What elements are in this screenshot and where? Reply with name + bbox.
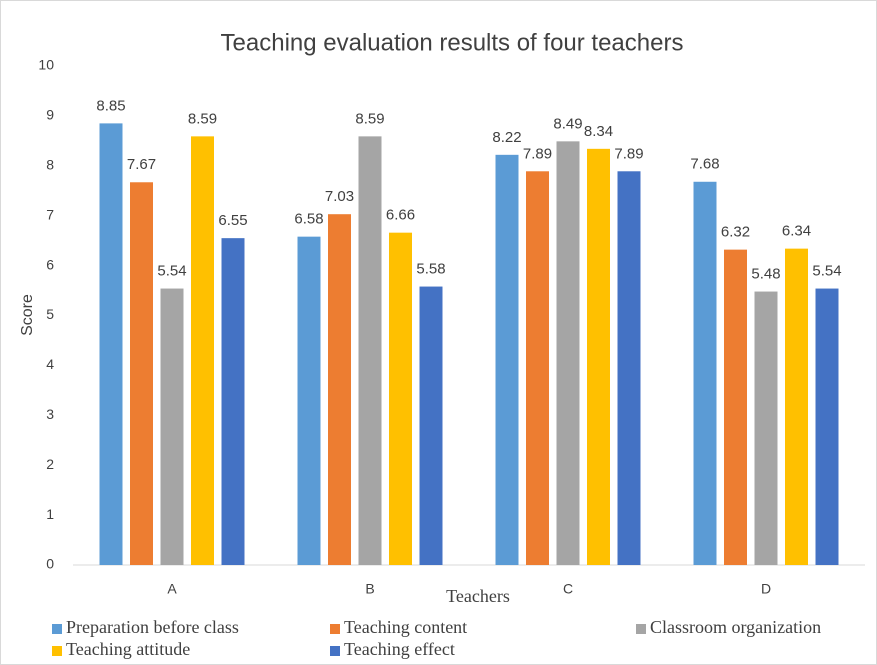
bar xyxy=(587,148,610,566)
y-tick-label: 9 xyxy=(46,107,54,123)
data-label: 7.89 xyxy=(523,145,552,162)
data-label: 5.54 xyxy=(812,263,841,280)
bar xyxy=(556,141,580,565)
legend-swatch xyxy=(636,624,646,634)
bar xyxy=(785,248,808,565)
bar xyxy=(526,171,549,565)
data-label: 7.89 xyxy=(614,145,643,162)
legend-label: Teaching content xyxy=(344,617,467,637)
bar xyxy=(191,136,214,565)
chart-title: Teaching evaluation results of four teac… xyxy=(221,29,684,56)
bar xyxy=(328,214,351,565)
data-label: 8.22 xyxy=(492,129,521,146)
data-label: 5.48 xyxy=(751,266,780,283)
y-tick-label: 4 xyxy=(46,356,54,372)
bar xyxy=(160,288,184,565)
x-axis-label: Teachers xyxy=(446,586,510,606)
legend-swatch xyxy=(52,646,62,656)
legend-swatch xyxy=(330,646,340,656)
legend-label: Classroom organization xyxy=(650,617,821,637)
bar xyxy=(617,171,641,565)
data-label: 7.67 xyxy=(127,156,156,173)
y-tick-label: 7 xyxy=(46,206,54,222)
data-label: 5.54 xyxy=(157,263,186,280)
y-tick-label: 3 xyxy=(46,406,54,422)
bar xyxy=(495,154,519,565)
data-label: 6.32 xyxy=(721,224,750,241)
y-tick-label: 5 xyxy=(46,306,54,322)
x-tick-label: A xyxy=(167,581,177,597)
x-tick-label: B xyxy=(365,581,374,597)
y-tick-label: 2 xyxy=(46,456,54,472)
y-axis-label: Score xyxy=(19,294,36,336)
bar xyxy=(99,123,123,565)
data-label: 8.85 xyxy=(96,97,125,114)
bar xyxy=(389,232,412,565)
legend-label: Teaching attitude xyxy=(66,639,190,659)
bar xyxy=(358,136,382,565)
data-label: 8.59 xyxy=(355,110,384,127)
bar xyxy=(297,236,321,565)
bar xyxy=(693,181,717,565)
y-tick-label: 0 xyxy=(46,556,54,572)
data-label: 8.34 xyxy=(584,123,613,140)
bar xyxy=(221,238,245,565)
bar xyxy=(130,182,153,565)
legend-swatch xyxy=(52,624,62,634)
legend-label: Preparation before class xyxy=(66,617,239,637)
y-tick-label: 8 xyxy=(46,157,54,173)
y-tick-label: 1 xyxy=(46,506,54,522)
bar xyxy=(754,291,778,565)
data-label: 6.66 xyxy=(386,207,415,224)
x-tick-label: D xyxy=(761,581,771,597)
legend-swatch xyxy=(330,624,340,634)
y-tick-label: 6 xyxy=(46,256,54,272)
data-label: 6.55 xyxy=(218,212,247,229)
data-label: 7.03 xyxy=(325,188,354,205)
bar xyxy=(815,288,839,565)
data-label: 6.58 xyxy=(294,211,323,228)
data-label: 6.34 xyxy=(782,223,811,240)
y-tick-label: 10 xyxy=(38,57,54,73)
x-tick-label: C xyxy=(563,581,573,597)
legend-label: Teaching effect xyxy=(344,639,455,659)
data-label: 7.68 xyxy=(690,156,719,173)
bar xyxy=(419,286,443,565)
data-label: 8.49 xyxy=(553,115,582,132)
data-label: 8.59 xyxy=(188,110,217,127)
data-label: 5.58 xyxy=(416,261,445,278)
bar xyxy=(724,249,747,565)
